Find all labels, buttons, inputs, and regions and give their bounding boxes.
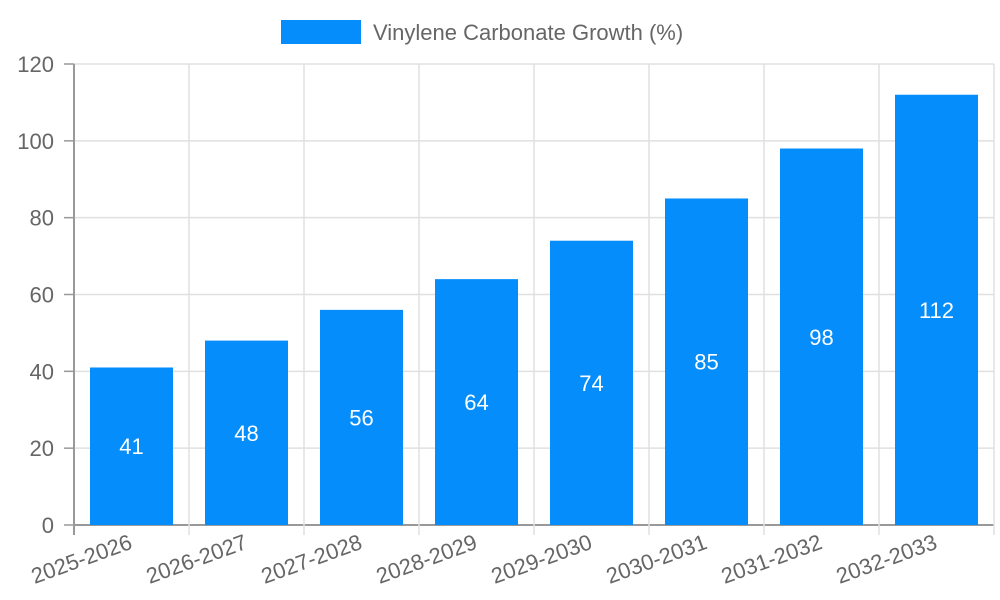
x-tick-label: 2030-2031 [603,529,710,588]
x-tick-label: 2029-2030 [488,529,595,588]
y-tick-label: 100 [17,129,54,154]
legend-swatch [281,20,361,44]
bar[interactable] [550,240,633,525]
y-tick-label: 20 [30,436,54,461]
bar-value-label: 98 [809,325,833,350]
x-tick-label: 2027-2028 [258,529,365,588]
y-tick-label: 0 [42,513,54,538]
bars [90,94,978,526]
x-tick-label: 2032-2033 [833,529,940,588]
x-tick-label: 2026-2027 [143,529,250,588]
bar-value-label: 56 [349,405,373,430]
bar-value-label: 85 [694,350,718,375]
data-labels: 41 48 56 64 74 85 98 112 [119,298,954,459]
legend[interactable]: Vinylene Carbonate Growth (%) [281,20,683,45]
bar-value-label: 48 [234,421,258,446]
bar[interactable] [320,309,403,525]
x-tick-label: 2025-2026 [28,529,135,588]
y-tick-label: 80 [30,206,54,231]
y-tick-label: 120 [17,52,54,77]
legend-label: Vinylene Carbonate Growth (%) [373,20,683,45]
bar-value-label: 74 [579,371,603,396]
bar-value-label: 112 [919,298,954,323]
bar[interactable] [780,148,863,525]
y-tick-label: 60 [30,283,54,308]
x-tick-label: 2031-2032 [718,529,825,588]
bar[interactable] [205,340,288,525]
bar[interactable] [895,94,978,525]
bar-value-label: 41 [119,434,143,459]
bar[interactable] [90,367,173,525]
bar[interactable] [435,279,518,525]
y-axis: 0 20 40 60 80 100 120 [17,52,74,538]
bar-value-label: 64 [464,390,488,415]
x-tick-label: 2028-2029 [373,529,480,588]
y-tick-label: 40 [30,359,54,384]
x-axis: 2025-2026 2026-2027 2027-2028 2028-2029 2029… [28,529,940,588]
bar[interactable] [665,198,748,526]
